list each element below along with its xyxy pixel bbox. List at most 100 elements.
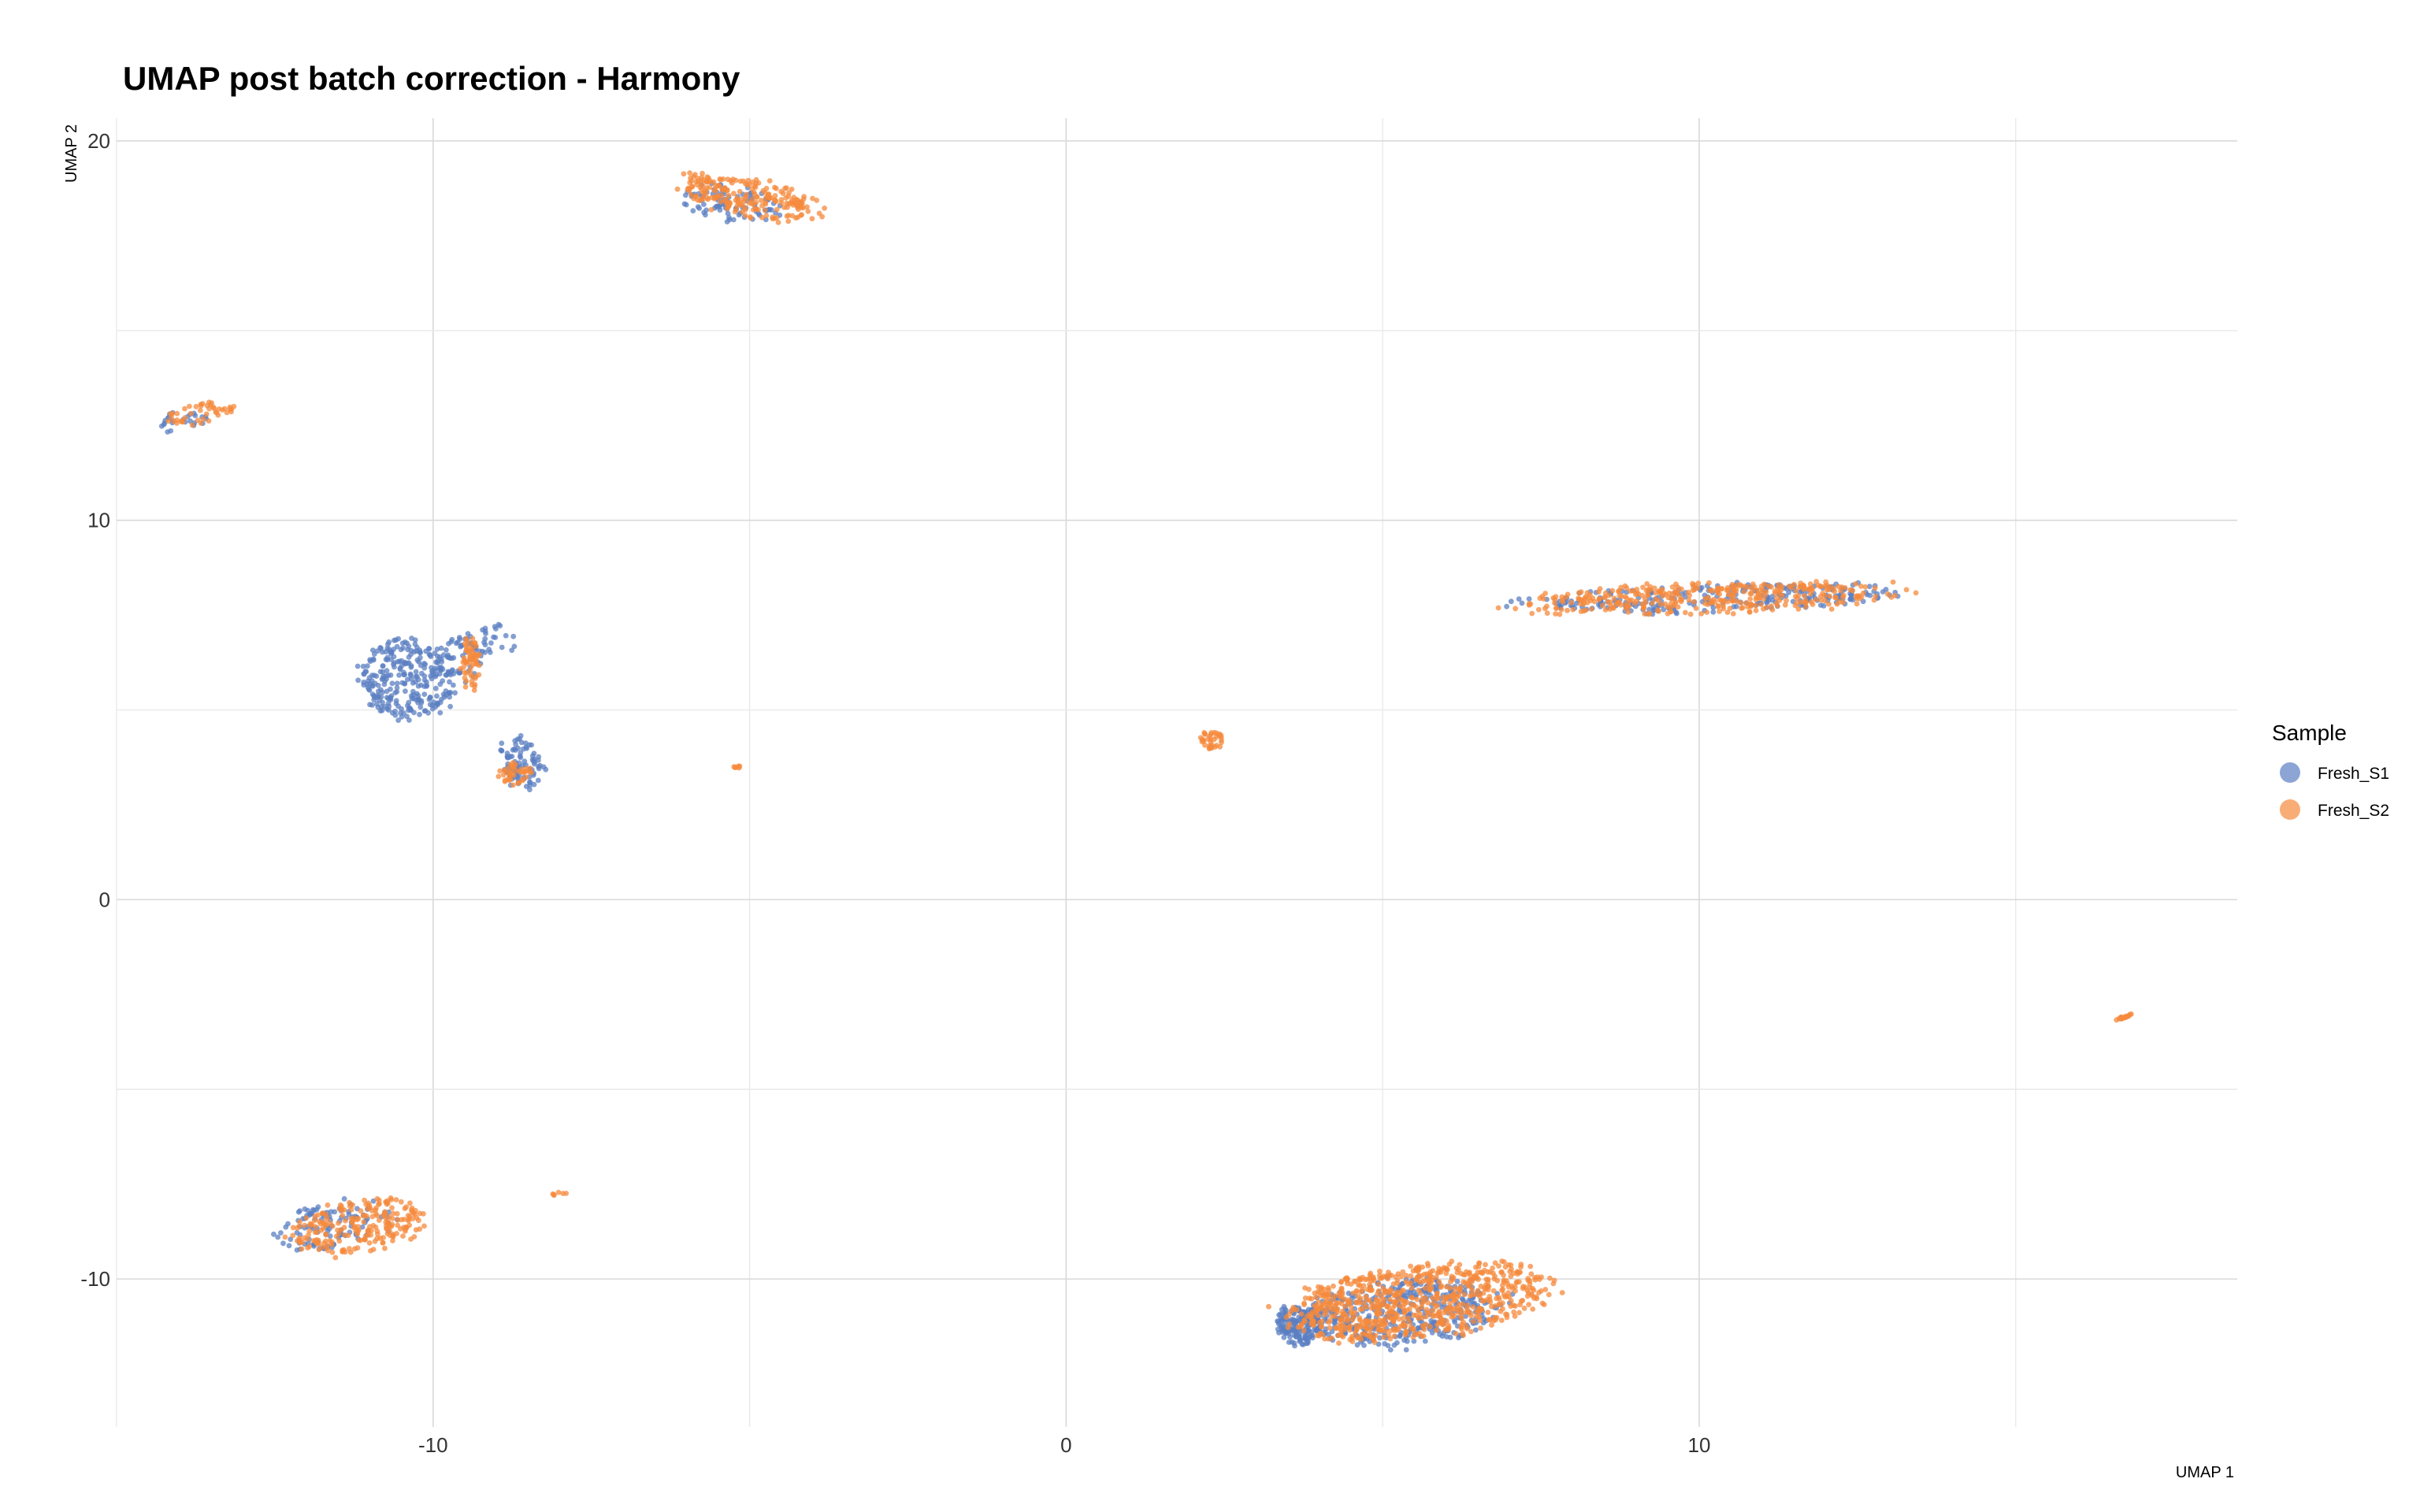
data-point — [1504, 603, 1509, 610]
data-point — [394, 1231, 399, 1236]
data-point — [302, 1206, 308, 1212]
data-point — [343, 1217, 348, 1224]
data-point — [778, 197, 785, 202]
data-point — [1325, 1291, 1331, 1297]
data-point — [380, 1240, 386, 1246]
data-point — [1453, 1331, 1459, 1336]
data-point — [1400, 1298, 1405, 1304]
data-point — [354, 663, 361, 669]
data-point — [1470, 1318, 1476, 1325]
data-point — [725, 210, 731, 217]
data-point — [531, 750, 537, 756]
data-point — [1568, 599, 1575, 606]
data-point — [1331, 1283, 1336, 1289]
data-point — [339, 1206, 345, 1213]
data-point — [1362, 1317, 1368, 1324]
data-point — [735, 199, 741, 205]
data-point — [360, 663, 366, 669]
data-point — [1479, 1270, 1486, 1277]
data-point — [1342, 1296, 1348, 1303]
data-point — [1646, 606, 1652, 613]
data-point — [1518, 1264, 1524, 1270]
data-point — [2122, 1014, 2129, 1021]
data-point — [208, 402, 213, 408]
data-point — [1526, 601, 1532, 607]
data-point — [1640, 584, 1646, 591]
data-point — [1605, 598, 1611, 605]
data-point — [432, 673, 439, 680]
data-point — [168, 428, 174, 434]
data-point — [674, 186, 681, 192]
data-point — [282, 1234, 288, 1240]
data-point — [1476, 1293, 1483, 1299]
data-point — [342, 1232, 348, 1238]
data-point — [1375, 1327, 1381, 1333]
data-point — [748, 201, 755, 206]
data-point — [380, 669, 386, 675]
data-point — [341, 1225, 347, 1231]
data-point — [1381, 1334, 1386, 1340]
data-point — [375, 688, 381, 695]
data-point — [1451, 1298, 1457, 1304]
data-point — [1306, 1286, 1312, 1292]
data-point — [278, 1230, 284, 1236]
data-point — [1709, 598, 1715, 604]
data-point — [370, 1247, 377, 1252]
data-point — [401, 669, 406, 676]
data-point — [1360, 1300, 1367, 1306]
data-point — [1729, 598, 1735, 604]
data-point — [283, 1224, 289, 1230]
data-point — [1461, 1279, 1466, 1285]
data-point — [451, 671, 457, 676]
data-point — [1903, 587, 1910, 593]
data-point — [402, 680, 408, 687]
data-point — [1199, 736, 1205, 743]
data-point — [1296, 1333, 1302, 1340]
data-point — [1489, 1322, 1494, 1328]
data-point — [1290, 1324, 1296, 1330]
data-point — [1745, 584, 1750, 590]
data-point — [435, 654, 440, 659]
data-point — [1416, 1264, 1422, 1270]
data-point — [1345, 1318, 1350, 1324]
legend-label-fresh-s2: Fresh_S2 — [2318, 802, 2389, 820]
data-point — [1531, 1295, 1537, 1301]
data-point — [1422, 1285, 1428, 1292]
data-point — [801, 194, 807, 200]
data-point — [1421, 1271, 1427, 1277]
data-point — [1662, 601, 1668, 607]
data-point — [178, 418, 184, 424]
data-point — [518, 750, 524, 756]
data-point — [1746, 610, 1753, 615]
data-point — [1490, 1288, 1497, 1294]
data-point — [380, 649, 385, 655]
data-point — [1501, 1292, 1507, 1298]
data-point — [1853, 581, 1859, 587]
data-point — [1408, 1324, 1414, 1330]
data-point — [686, 187, 692, 194]
data-point — [1650, 600, 1655, 606]
data-point — [822, 206, 827, 211]
data-point — [1753, 602, 1759, 609]
data-point — [1384, 1303, 1390, 1309]
data-point — [165, 418, 172, 424]
data-point — [374, 1195, 380, 1202]
data-point — [421, 708, 428, 714]
data-point — [1596, 596, 1602, 602]
data-point — [529, 756, 536, 762]
data-point — [1275, 1326, 1281, 1332]
data-point — [405, 676, 410, 683]
data-point — [1490, 1317, 1497, 1324]
data-point — [1412, 1331, 1418, 1336]
data-point — [1644, 581, 1650, 587]
data-point — [1590, 595, 1596, 601]
data-point — [1438, 1267, 1445, 1273]
data-point — [362, 669, 369, 674]
data-point — [1367, 1275, 1373, 1281]
data-point — [316, 1218, 322, 1225]
data-point — [1724, 610, 1731, 615]
data-point — [1628, 597, 1635, 603]
data-point — [510, 633, 517, 639]
data-point — [1486, 1317, 1492, 1322]
